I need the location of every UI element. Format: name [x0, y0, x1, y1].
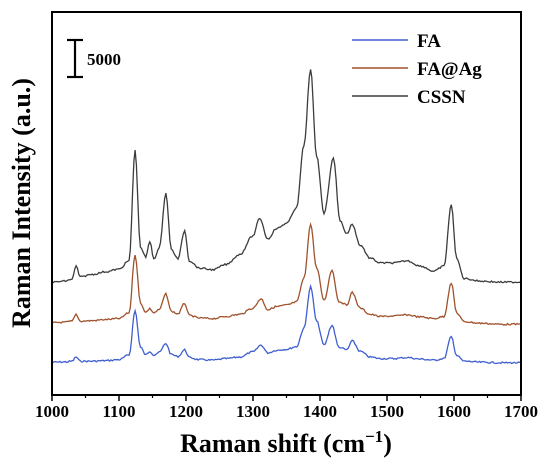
x-tick-label-1100: 1100 [102, 402, 135, 421]
y-axis-title: Raman Intensity (a.u.) [7, 78, 36, 328]
scale-bar-label: 5000 [87, 50, 121, 69]
series-line-fa [51, 283, 522, 365]
x-tick-label-1500: 1500 [370, 402, 404, 421]
legend-label-cssn: CSSN [417, 87, 466, 108]
x-tick-label-1600: 1600 [437, 402, 471, 421]
legend-label-fa-ag: FA@Ag [417, 59, 482, 80]
x-tick-label-1400: 1400 [303, 402, 337, 421]
legend: FA FA@Ag CSSN [352, 31, 482, 108]
x-tick-label-1300: 1300 [236, 402, 270, 421]
series-line-fa-ag [51, 221, 522, 326]
x-tick-label-1700: 1700 [504, 402, 538, 421]
legend-label-fa: FA [417, 31, 441, 52]
x-tick-label-1200: 1200 [169, 402, 203, 421]
series-line-cssn [51, 69, 522, 284]
scale-bar: 5000 [67, 38, 121, 79]
x-axis-title: Raman shift (cm−1) [180, 427, 392, 458]
x-tick-label-1000: 1000 [35, 402, 69, 421]
x-ticks: 1000 1100 1200 1300 1400 1500 1600 1700 [35, 395, 538, 421]
plot-lines [51, 69, 522, 365]
